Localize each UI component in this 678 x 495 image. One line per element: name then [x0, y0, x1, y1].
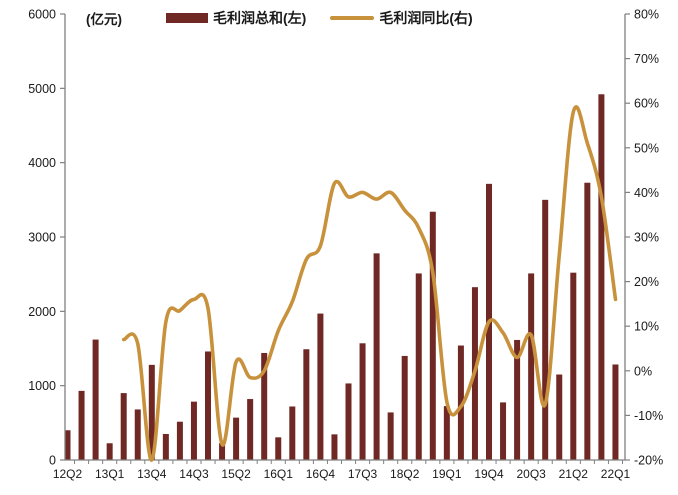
- x-axis-label-18Q2: 18Q2: [390, 467, 420, 481]
- legend-label-line: 毛利润同比(右): [379, 10, 473, 26]
- bar-17Q3: [359, 343, 366, 460]
- y-axis-right-label-30: 30%: [634, 231, 659, 245]
- legend: 毛利润总和(左) 毛利润同比(右): [166, 9, 473, 27]
- x-axis-label-14Q3: 14Q3: [179, 467, 209, 481]
- bar-22Q1: [612, 364, 619, 460]
- bar-17Q1: [331, 434, 338, 460]
- x-axis-label-19Q4: 19Q4: [474, 467, 504, 481]
- x-axis-label-22Q1: 22Q1: [601, 467, 631, 481]
- trend-line: [121, 105, 618, 462]
- bar-15Q3: [247, 399, 254, 460]
- y-axis-right-label-70: 70%: [634, 52, 659, 66]
- bar-18Q4: [429, 211, 436, 460]
- bar-14Q3: [190, 401, 197, 460]
- bar-16Q3: [303, 349, 310, 460]
- y-axis-right-label-50: 50%: [634, 141, 659, 155]
- bar-19Q2: [457, 345, 464, 460]
- y-axis-left-label-6000: 6000: [28, 8, 56, 22]
- bar-13Q1: [106, 443, 113, 460]
- y-axis-right-label-0: 0%: [634, 364, 652, 378]
- bar-17Q4: [373, 253, 380, 460]
- bar-20Q3: [528, 273, 535, 460]
- bar-series: [64, 94, 619, 461]
- x-axis-label-16Q1: 16Q1: [264, 467, 294, 481]
- bar-17Q2: [345, 383, 352, 460]
- y-axis-right-label-10: 10%: [634, 320, 659, 334]
- bar-19Q1: [443, 406, 450, 460]
- bar-16Q2: [289, 406, 296, 460]
- bar-15Q4: [261, 352, 268, 460]
- bar-16Q4: [317, 313, 324, 460]
- bar-20Q1: [500, 402, 507, 460]
- bar-21Q4: [598, 94, 605, 460]
- x-axis-label-13Q1: 13Q1: [95, 467, 125, 481]
- x-axis-label-13Q4: 13Q4: [137, 467, 167, 481]
- y-axis-right-label-80: 80%: [634, 8, 659, 22]
- bar-12Q4: [92, 339, 99, 460]
- bar-20Q2: [514, 339, 521, 460]
- bar-14Q4: [205, 351, 211, 460]
- x-axis-label-12Q2: 12Q2: [53, 467, 83, 481]
- bar-13Q3: [134, 409, 141, 460]
- bar-13Q4: [148, 364, 155, 460]
- y-axis-right-label--10: -10%: [634, 409, 663, 423]
- y-axis-right-label-40: 40%: [634, 186, 659, 200]
- y-axis-left-label-5000: 5000: [28, 82, 56, 96]
- x-axis-label-17Q3: 17Q3: [348, 467, 378, 481]
- y-axis-left-label-1000: 1000: [28, 379, 56, 393]
- legend-label-bars: 毛利润总和(左): [213, 10, 307, 26]
- bar-18Q1: [387, 412, 394, 460]
- bar-18Q2: [401, 355, 408, 460]
- x-axis-label-20Q3: 20Q3: [516, 467, 546, 481]
- bar-14Q2: [176, 421, 183, 460]
- bar-12Q2: [64, 430, 71, 460]
- y-axis-right-label-20: 20%: [634, 275, 659, 289]
- axes: [60, 13, 630, 464]
- bar-20Q4: [542, 199, 549, 461]
- line-series: [121, 105, 618, 462]
- y-axis-right-label--20: -20%: [634, 454, 663, 468]
- y-axis-left-label-2000: 2000: [28, 305, 56, 319]
- bar-15Q2: [233, 417, 240, 460]
- y-axis-right-label-60: 60%: [634, 97, 659, 111]
- bar-21Q2: [570, 272, 577, 460]
- y-axis-left-label-4000: 4000: [28, 156, 56, 170]
- y-axis-left-label-3000: 3000: [28, 231, 56, 245]
- bar-21Q3: [584, 182, 591, 460]
- x-axis-label-15Q2: 15Q2: [221, 467, 251, 481]
- bar-14Q1: [162, 433, 169, 460]
- x-axis-label-19Q1: 19Q1: [432, 467, 462, 481]
- bar-12Q3: [78, 390, 85, 460]
- bar-16Q1: [275, 437, 282, 460]
- bar-21Q1: [556, 374, 563, 460]
- legend-swatch-line-icon: [330, 16, 375, 20]
- x-axis-label-16Q4: 16Q4: [306, 467, 336, 481]
- legend-swatch-bar-icon: [166, 13, 208, 23]
- bar-13Q2: [120, 393, 127, 460]
- y-axis-left-label-0: 0: [49, 454, 56, 468]
- bar-18Q3: [415, 273, 422, 460]
- x-axis-label-21Q2: 21Q2: [559, 467, 589, 481]
- bar-15Q1: [219, 443, 226, 460]
- axis-labels: 0 1000 2000 3000 4000 5000 6000 -20% -10% 0% 10% 20…: [28, 8, 663, 482]
- left-axis-unit-label: (亿元): [86, 12, 122, 27]
